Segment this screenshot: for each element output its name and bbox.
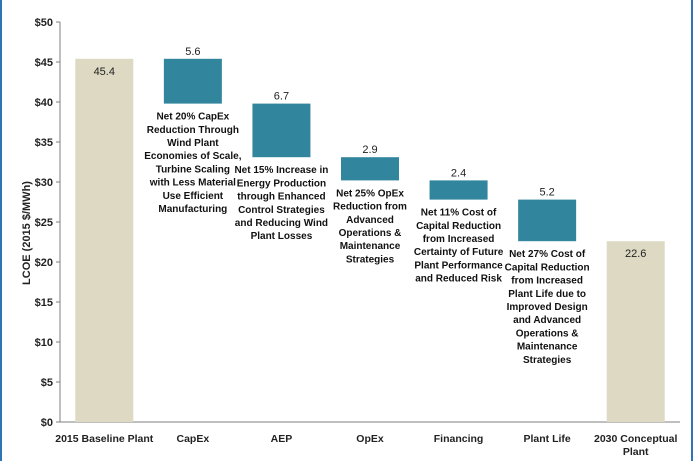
- y-tick-label: $20: [35, 257, 53, 269]
- x-tick-label: Plant Life: [524, 433, 571, 445]
- frame-border-right: [691, 0, 693, 461]
- annotation-line: Energy Production: [237, 178, 326, 189]
- annotation-line: Net 27% Cost of: [509, 249, 586, 260]
- annotation-line: Capital Reduction: [505, 262, 590, 273]
- x-tick-label: CapEx: [177, 433, 210, 445]
- x-tick-label: 2015 Baseline Plant: [55, 433, 154, 445]
- y-tick-label: $15: [35, 297, 53, 309]
- y-tick-label: $10: [35, 337, 53, 349]
- annotation-line: Advanced: [346, 215, 394, 226]
- annotation-line: Turbine Scaling: [156, 164, 230, 175]
- value-label: 5.2: [539, 187, 554, 199]
- value-label: 2.9: [362, 144, 377, 156]
- y-tick-label: $40: [35, 97, 53, 109]
- annotation-line: and Advanced: [513, 315, 581, 326]
- value-label: 45.4: [94, 66, 115, 78]
- bar-0: [75, 58, 134, 423]
- annotation-line: with Less Material: [149, 178, 236, 189]
- annotation-line: Net 15% Increase in: [234, 165, 328, 176]
- annotation-line: Plant Performance: [414, 260, 503, 271]
- annotation-line: Manufacturing: [158, 204, 227, 215]
- annotation-line: Wind Plant: [167, 138, 219, 149]
- x-tick-label: 2030 Conceptual: [594, 433, 678, 445]
- y-tick-label: $30: [35, 177, 53, 189]
- annotation-line: Plant Losses: [251, 231, 313, 242]
- annotation-line: from Increased: [511, 276, 583, 287]
- x-tick-label: Financing: [434, 433, 484, 445]
- x-tick-label: OpEx: [356, 433, 384, 445]
- annotation-line: Certainty of Future: [414, 247, 504, 258]
- value-label: 6.7: [274, 91, 289, 103]
- annotation-line: from Increased: [423, 234, 495, 245]
- value-label: 2.4: [451, 167, 466, 179]
- value-label: 5.6: [185, 46, 200, 58]
- bar-4: [429, 180, 488, 200]
- annotation-line: Maintenance: [340, 241, 401, 252]
- bar-3: [341, 157, 399, 181]
- annotation-line: Net 25% OpEx: [336, 188, 404, 199]
- y-tick-label: $25: [35, 217, 53, 229]
- annotation-line: Operations &: [339, 228, 402, 239]
- annotation-line: Use Efficient: [163, 191, 224, 202]
- annotation-line: Improved Design: [507, 302, 588, 313]
- annotation-line: and Reducing Wind: [235, 218, 328, 229]
- annotation-line: Reduction Through: [147, 125, 239, 136]
- annotation-line: through Enhanced: [237, 192, 325, 203]
- annotation-line: and Reduced Risk: [415, 274, 502, 285]
- annotation-line: Strategies: [346, 254, 395, 265]
- y-tick-label: $35: [35, 137, 53, 149]
- data-labels: 45.4 5.6 Net 20% CapEx Reduction Through Win…: [94, 46, 647, 366]
- y-tick-label: $5: [41, 377, 53, 389]
- annotation-line: Control Strategies: [238, 205, 325, 216]
- bar-1: [163, 58, 222, 104]
- axes: $0 $5 $10 $15 $20 $25 $30 $35 $40 $45 $50 2015 Base…: [35, 17, 680, 458]
- y-tick-label: $0: [41, 417, 53, 429]
- y-tick-label: $50: [35, 17, 53, 29]
- annotation-line: Strategies: [523, 355, 572, 366]
- annotation-line: Operations &: [516, 328, 579, 339]
- annotation-line: Capital Reduction: [416, 221, 501, 232]
- annotation-line: Net 11% Cost of: [421, 208, 497, 219]
- annotation-line: Economies of Scale,: [144, 151, 241, 162]
- value-label: 22.6: [625, 248, 646, 260]
- y-axis-label: LCOE (2015 $/MWh): [21, 181, 33, 285]
- bar-6: [606, 241, 665, 422]
- annotation-line: Net 20% CapEx: [156, 112, 229, 123]
- annotation-line: Plant Life due to: [508, 289, 586, 300]
- annotation-line: Reduction from: [333, 202, 407, 213]
- bars: [75, 58, 665, 423]
- y-tick-label: $45: [35, 57, 53, 69]
- x-tick-label: AEP: [271, 433, 293, 445]
- annotation-line: Maintenance: [517, 342, 578, 353]
- x-tick-label: Plant: [623, 446, 649, 458]
- frame-border-left: [0, 0, 2, 461]
- bar-2: [252, 103, 311, 158]
- bar-5: [518, 199, 577, 242]
